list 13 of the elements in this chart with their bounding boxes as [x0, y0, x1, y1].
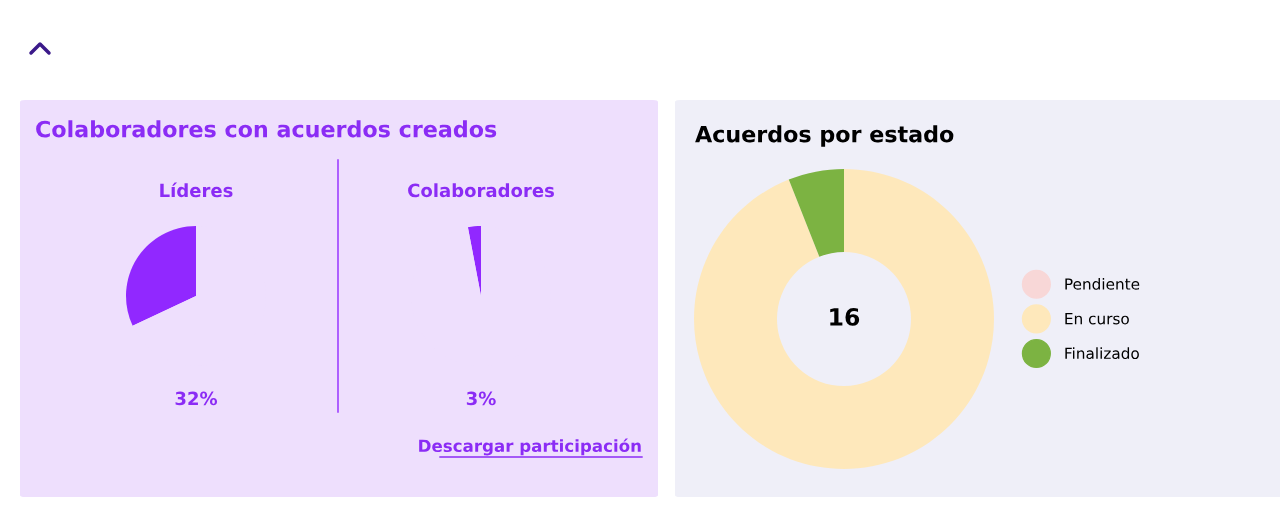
legend-label: Finalizado: [1065, 347, 1139, 360]
chart-title: Acuerdos por estado: [695, 125, 954, 147]
chart-title: Líderes: [160, 182, 233, 198]
donut-slice: [694, 169, 994, 469]
legend-label: Pendiente: [1065, 277, 1140, 290]
donut-slice: [788, 169, 844, 257]
legend-label: En curso: [1065, 313, 1129, 325]
text: Colaboradores con acuerdos creados: [36, 120, 497, 138]
chart-title: Colaboradores: [408, 183, 554, 198]
text: 16: [830, 308, 860, 326]
text: 3%: [466, 391, 496, 406]
text: Descargar participación: [419, 438, 641, 456]
text: 32%: [175, 391, 218, 406]
